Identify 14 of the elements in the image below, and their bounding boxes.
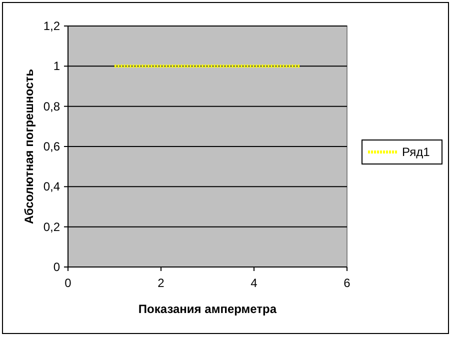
y-tick-label: 1 xyxy=(53,59,60,74)
x-tick-label: 2 xyxy=(158,276,165,290)
y-tick-label: 0 xyxy=(53,260,60,274)
y-axis-title: Абсолютная погрешность xyxy=(22,68,36,224)
x-tick-label: 4 xyxy=(250,276,258,290)
legend-label: Ряд1 xyxy=(402,145,430,159)
x-tick-label: 6 xyxy=(344,276,351,290)
y-tick-label: 1,2 xyxy=(43,19,60,33)
x-axis-title: Показания амперметра xyxy=(138,302,277,316)
y-tick-label: 0,2 xyxy=(43,220,60,234)
y-tick-label: 0,8 xyxy=(43,99,60,114)
x-tick-label: 0 xyxy=(64,276,72,290)
y-tick-label: 0,6 xyxy=(43,140,60,154)
y-tick-label: 0,4 xyxy=(43,180,60,194)
